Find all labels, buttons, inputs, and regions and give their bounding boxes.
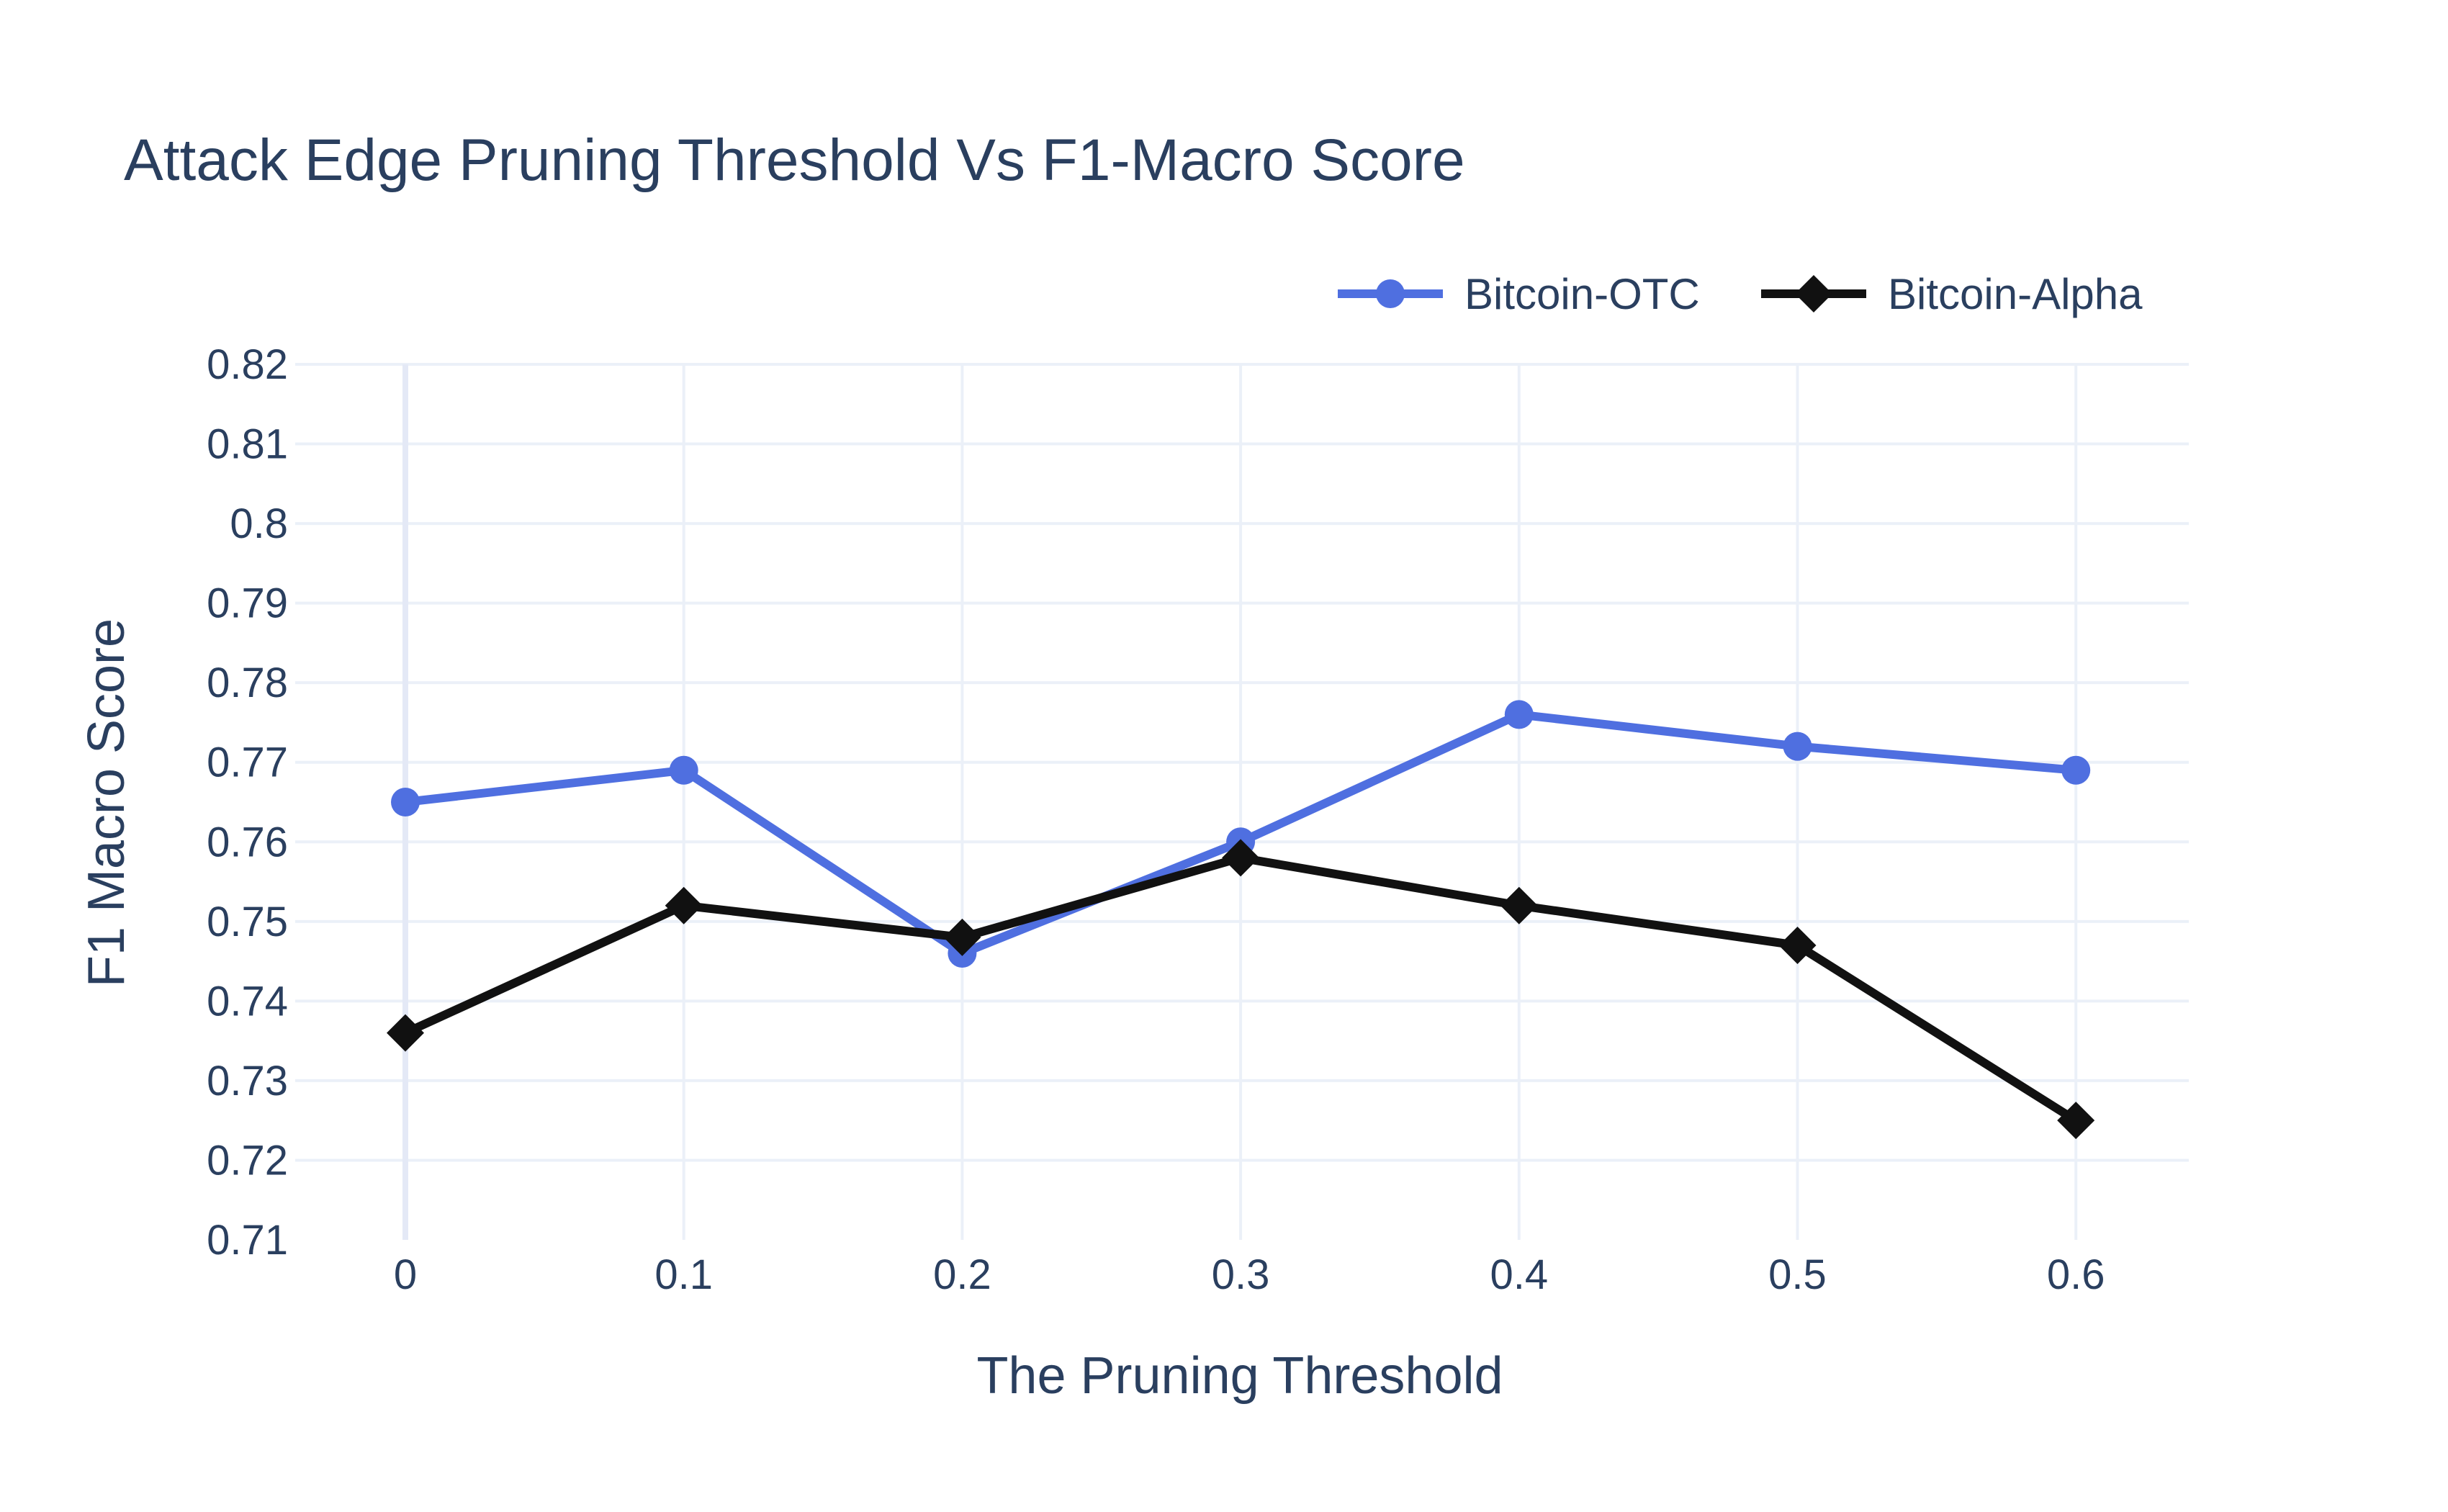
data-point: [1504, 700, 1534, 729]
x-tick-label: 0.2: [933, 1251, 991, 1298]
x-tick-label: 0.6: [2047, 1251, 2105, 1298]
legend-swatch-marker: [1795, 275, 1832, 312]
y-tick-label: 0.78: [207, 660, 288, 706]
y-tick-label: 0.76: [207, 819, 288, 865]
legend: Bitcoin-OTC Bitcoin-Alpha: [1338, 270, 2143, 318]
data-point: [1778, 926, 1817, 964]
data-point: [1783, 732, 1812, 761]
legend-label: Bitcoin-Alpha: [1888, 270, 2143, 318]
legend-swatch-marker: [1376, 279, 1405, 308]
data-point: [391, 788, 420, 816]
y-tick-label: 0.79: [207, 580, 288, 627]
data-point: [1222, 839, 1260, 877]
x-axis-title: The Pruning Threshold: [976, 1347, 1503, 1405]
x-tick-label: 0.5: [1768, 1251, 1827, 1298]
x-tick-label: 0.3: [1212, 1251, 1270, 1298]
data-point: [1500, 886, 1538, 924]
y-tick-label: 0.82: [207, 341, 288, 388]
legend-item: Bitcoin-OTC: [1338, 270, 1700, 318]
y-tick-label: 0.71: [207, 1217, 288, 1264]
data-point: [669, 755, 698, 785]
y-tick-label: 0.81: [207, 421, 288, 468]
legend-label: Bitcoin-OTC: [1464, 270, 1700, 318]
y-tick-label: 0.74: [207, 978, 288, 1025]
x-axis-tick-labels: 0 0.1 0.2 0.3 0.4 0.5 0.6: [394, 1251, 2105, 1298]
y-tick-label: 0.72: [207, 1137, 288, 1184]
y-tick-label: 0.8: [230, 500, 288, 547]
x-tick-label: 0.1: [654, 1251, 713, 1298]
data-point: [2057, 1102, 2095, 1140]
series-layer: [387, 700, 2095, 1140]
series-bitcoin-alpha: [387, 839, 2095, 1140]
y-axis-tick-labels: 0.71 0.72 0.73 0.74 0.75 0.76 0.77 0.78 0.79 0.8 0…: [207, 341, 288, 1264]
x-tick-label: 0.4: [1490, 1251, 1548, 1298]
legend-item: Bitcoin-Alpha: [1761, 270, 2143, 318]
y-tick-label: 0.77: [207, 739, 288, 786]
y-tick-label: 0.73: [207, 1058, 288, 1104]
data-point: [665, 886, 703, 924]
data-point: [943, 918, 981, 956]
chart-title: Attack Edge Pruning Threshold Vs F1-Macr…: [124, 127, 1465, 193]
data-point: [387, 1014, 424, 1052]
y-axis-title: F1 Macro Score: [78, 618, 135, 987]
y-tick-label: 0.75: [207, 899, 288, 945]
x-tick-label: 0: [394, 1251, 417, 1298]
grid: [295, 363, 2189, 1240]
data-point: [2061, 755, 2091, 785]
